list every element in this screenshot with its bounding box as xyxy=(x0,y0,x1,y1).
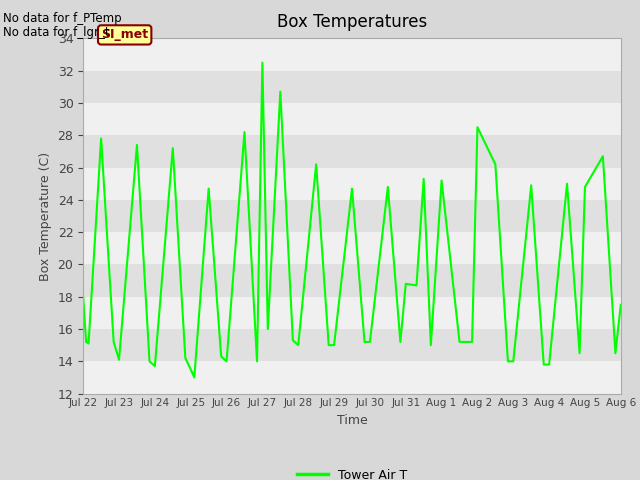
Bar xyxy=(83,71,621,103)
Legend: Tower Air T: Tower Air T xyxy=(292,464,412,480)
Text: SI_met: SI_met xyxy=(101,28,148,41)
Bar xyxy=(83,38,621,71)
Bar xyxy=(83,103,621,135)
Bar xyxy=(83,200,621,232)
Title: Box Temperatures: Box Temperatures xyxy=(277,13,427,31)
Bar xyxy=(83,361,621,394)
Bar xyxy=(83,297,621,329)
Bar xyxy=(83,329,621,361)
Bar xyxy=(83,264,621,297)
X-axis label: Time: Time xyxy=(337,414,367,427)
Text: No data for f_lgr_t: No data for f_lgr_t xyxy=(3,26,110,39)
Y-axis label: Box Temperature (C): Box Temperature (C) xyxy=(39,151,52,281)
Text: No data for f_PTemp: No data for f_PTemp xyxy=(3,12,122,25)
Bar xyxy=(83,232,621,264)
Bar xyxy=(83,168,621,200)
Bar xyxy=(83,135,621,168)
